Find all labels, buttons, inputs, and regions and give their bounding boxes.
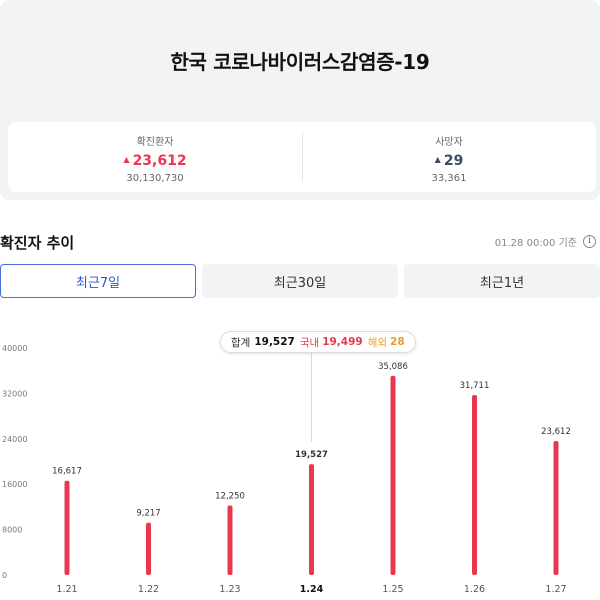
y-tick-label: 16000	[2, 480, 27, 489]
x-tick-label: 1.21	[56, 584, 77, 595]
tab-recent-1-year[interactable]: 최근1년	[404, 264, 600, 298]
bar[interactable]	[553, 441, 559, 575]
bar-value-label: 9,217	[136, 509, 160, 519]
bar[interactable]	[146, 522, 151, 575]
y-tick-label: 8000	[2, 526, 22, 535]
trend-title: 확진자 추이	[0, 234, 75, 252]
y-tick-label: 40000	[2, 344, 27, 353]
y-tick-label: 24000	[2, 435, 27, 444]
confirmed-total: 30,130,730	[126, 173, 184, 184]
deaths-total: 33,361	[431, 173, 467, 184]
bar-value-label: 35,086	[378, 362, 408, 372]
x-tick-label: 1.25	[382, 584, 403, 595]
summary-panel: 한국 코로나바이러스감염증-19 확진환자 ▲ 23,612 30,130,730…	[0, 0, 600, 200]
x-tick-label: 1.24	[300, 584, 324, 595]
bar[interactable]	[309, 464, 314, 575]
tooltip-total-label: 합계	[231, 336, 251, 349]
deaths-change-value: 29	[443, 153, 464, 169]
stats-card: 확진환자 ▲ 23,612 30,130,730 사망자 ▲ 29 33,361	[8, 122, 596, 192]
summary-title: 한국 코로나바이러스감염증-19	[170, 50, 430, 74]
confirmed-change-value: 23,612	[132, 153, 187, 169]
confirmed-stat: 확진환자 ▲ 23,612 30,130,730	[8, 122, 302, 192]
up-arrow-icon: ▲	[123, 155, 130, 164]
x-tick-label: 1.27	[545, 584, 566, 595]
chart-tooltip: 합계 19,527 국내 19,499 해외 28	[220, 331, 416, 353]
confirmed-label: 확진환자	[136, 137, 174, 148]
x-tick-label: 1.26	[464, 584, 485, 595]
update-timestamp: 01.28 00:00 기준	[494, 238, 577, 249]
up-arrow-icon: ▲	[434, 155, 441, 164]
bar[interactable]	[472, 395, 477, 575]
bar-value-label: 16,617	[52, 467, 82, 477]
y-tick-label: 32000	[2, 389, 27, 398]
confirmed-cases-chart: 0 8000 16000 24000 32000 40000 16,617 1.21 9,217…	[2, 344, 571, 595]
update-info: 01.28 00:00 기준 i	[495, 234, 596, 249]
tooltip-overseas-value: 28	[390, 336, 405, 348]
bar-value-label: 12,250	[215, 491, 245, 501]
confirmed-change: ▲ 23,612	[8, 153, 302, 171]
deaths-change: ▲ 29	[302, 153, 596, 171]
period-tabs: 최근7일 최근30일 최근1년	[0, 264, 600, 298]
bar[interactable]	[390, 375, 396, 575]
x-tick-label: 1.22	[138, 584, 159, 595]
x-tick-label: 1.23	[219, 584, 240, 595]
deaths-label: 사망자	[435, 137, 463, 148]
bar[interactable]	[227, 505, 233, 575]
bar-value-label: 19,527	[295, 450, 328, 460]
y-tick-label: 0	[2, 571, 7, 580]
deaths-stat: 사망자 ▲ 29 33,361	[302, 122, 596, 192]
tooltip-domestic-label: 국내	[299, 336, 320, 349]
info-icon[interactable]: i	[583, 235, 596, 248]
tooltip-domestic-value: 19,499	[322, 336, 363, 348]
bar-value-label: 31,711	[460, 381, 490, 391]
tab-recent-30-days[interactable]: 최근30일	[202, 264, 398, 298]
bar-value-label: 23,612	[541, 427, 571, 437]
tooltip-total-value: 19,527	[254, 336, 295, 348]
tooltip-overseas-label: 해외	[367, 336, 388, 349]
bar[interactable]	[64, 480, 70, 575]
tab-recent-7-days[interactable]: 최근7일	[0, 264, 196, 298]
